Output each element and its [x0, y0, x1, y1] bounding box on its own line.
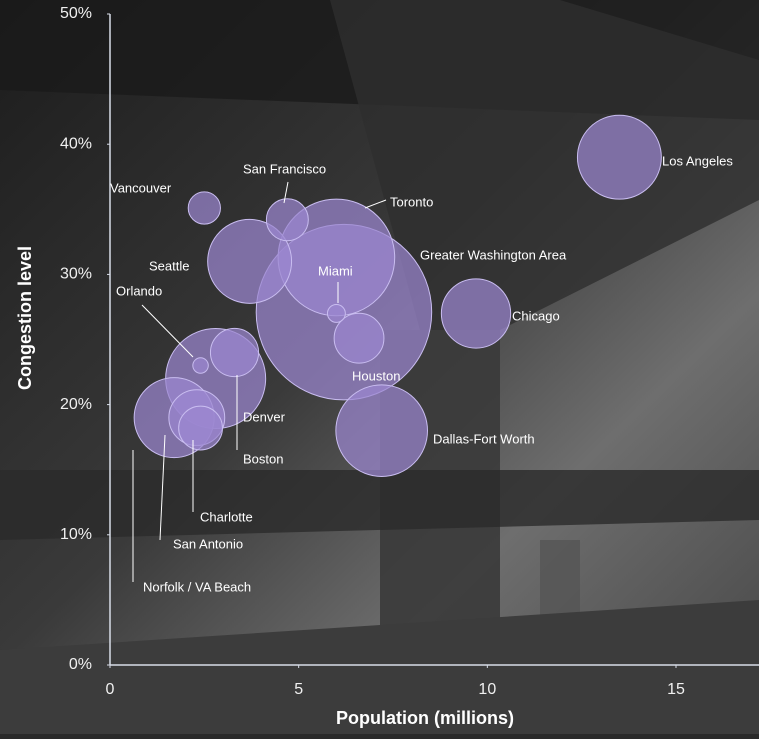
- point-label: Vancouver: [110, 180, 172, 195]
- y-axis-title: Congestion level: [15, 246, 35, 390]
- x-axis-title: Population (millions): [336, 708, 514, 728]
- y-tick-label: 30%: [60, 266, 92, 283]
- bubble: [178, 405, 223, 451]
- leader-line: [283, 181, 289, 204]
- leader-line: [141, 304, 194, 358]
- point-label: Boston: [243, 451, 283, 466]
- x-tick-label: 0: [106, 681, 115, 698]
- point-label: Chicago: [512, 308, 560, 323]
- leader-line: [159, 434, 166, 541]
- point-label: Greater Washington Area: [420, 247, 567, 262]
- bubble: [265, 198, 309, 242]
- point-label: Los Angeles: [662, 153, 733, 168]
- bubble: [192, 357, 209, 374]
- y-tick-label: 0%: [69, 656, 92, 673]
- bubble: [187, 191, 221, 225]
- point-label: San Francisco: [243, 161, 326, 176]
- bubble: [326, 304, 346, 323]
- x-tick-label: 15: [667, 681, 685, 698]
- point-label: Dallas-Fort Worth: [433, 431, 535, 446]
- y-tick-label: 20%: [60, 396, 92, 413]
- point-label: Seattle: [149, 258, 189, 273]
- bubble: [440, 278, 512, 349]
- point-label: Norfolk / VA Beach: [143, 579, 251, 594]
- point-label: Charlotte: [200, 509, 253, 524]
- point-label: Houston: [352, 368, 400, 383]
- bubble: [576, 114, 662, 200]
- bubble: [335, 384, 429, 477]
- bubble: [333, 312, 385, 364]
- point-label: Denver: [243, 409, 286, 424]
- y-tick-label: 10%: [60, 526, 92, 543]
- bubble: [207, 218, 293, 304]
- x-tick-label: 5: [294, 681, 303, 698]
- y-tick-label: 50%: [60, 5, 92, 22]
- point-label: San Antonio: [173, 536, 243, 551]
- x-tick-label: 10: [478, 681, 496, 698]
- point-label: Orlando: [116, 283, 162, 298]
- point-label: Miami: [318, 263, 353, 278]
- leader-line: [364, 199, 387, 209]
- bubble: [209, 327, 260, 378]
- y-tick-label: 40%: [60, 135, 92, 152]
- point-label: Toronto: [390, 194, 433, 209]
